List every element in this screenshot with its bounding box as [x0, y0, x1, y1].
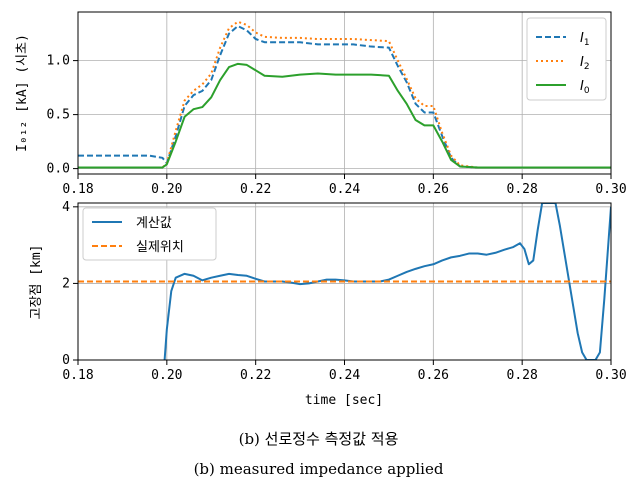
bottom-plot: 0.18 0.20 0.22 0.24 0.26 0.28 0.30 0 2 4 고장점 [km…	[29, 200, 627, 408]
top-xtick-label: 0.20	[151, 182, 182, 197]
legend-label-calculated: 계산값	[136, 216, 172, 231]
top-series-line-1	[78, 20, 611, 169]
bottom-xtick-label: 0.24	[329, 368, 360, 383]
top-series	[78, 20, 611, 169]
bottom-yticks: 0 2 4	[62, 200, 78, 368]
top-y-axis-label: I₀₁₂ [kA] (시초)	[15, 34, 30, 152]
bottom-ytick-label: 4	[62, 200, 70, 215]
bottom-series	[78, 203, 611, 360]
bottom-xtick-label: 0.22	[240, 368, 271, 383]
top-legend-box	[526, 17, 607, 101]
legend-label-actual: 실제위치	[136, 240, 184, 255]
bottom-series-line-0	[163, 203, 611, 360]
legend-label-i0: I0	[580, 79, 590, 96]
bottom-legend: 계산값 실제위치	[82, 207, 217, 261]
top-ytick-label: 0.5	[47, 108, 70, 123]
bottom-xtick-label: 0.18	[62, 368, 93, 383]
bottom-xtick-label: 0.30	[595, 368, 626, 383]
bottom-ytick-label: 2	[62, 276, 70, 291]
caption-korean: (b) 선로정수 측정값 적용	[238, 430, 399, 448]
top-series-line-0	[78, 25, 611, 169]
bottom-xtick-label: 0.26	[418, 368, 449, 383]
bottom-xtick-label: 0.20	[151, 368, 182, 383]
legend-label-i2: I2	[580, 55, 590, 72]
top-xtick-label: 0.30	[595, 182, 626, 197]
top-xtick-label: 0.26	[418, 182, 449, 197]
top-ytick-label: 1.0	[47, 54, 70, 69]
top-xtick-label: 0.22	[240, 182, 271, 197]
top-xticks: 0.18 0.20 0.22 0.24 0.26 0.28 0.30	[62, 174, 627, 197]
legend-label-i1: I1	[580, 31, 590, 48]
bottom-y-axis-label: 고장점 [km]	[29, 244, 44, 319]
bottom-ytick-label: 0	[62, 353, 70, 368]
top-legend: I1 I2 I0	[526, 17, 607, 101]
top-yticks: 0.0 0.5 1.0	[47, 54, 78, 177]
bottom-xtick-label: 0.28	[507, 368, 538, 383]
bottom-xticks: 0.18 0.20 0.22 0.24 0.26 0.28 0.30	[62, 360, 627, 383]
caption-english: (b) measured impedance applied	[193, 460, 444, 478]
top-ytick-label: 0.0	[47, 162, 70, 177]
top-xtick-label: 0.28	[507, 182, 538, 197]
top-plot: 0.18 0.20 0.22 0.24 0.26 0.28 0.30 0.0 0.5 1.0 I…	[15, 11, 627, 197]
top-xtick-label: 0.18	[62, 182, 93, 197]
bottom-x-axis-label: time [sec]	[305, 393, 383, 408]
top-xtick-label: 0.24	[329, 182, 360, 197]
top-series-line-2	[78, 62, 611, 169]
